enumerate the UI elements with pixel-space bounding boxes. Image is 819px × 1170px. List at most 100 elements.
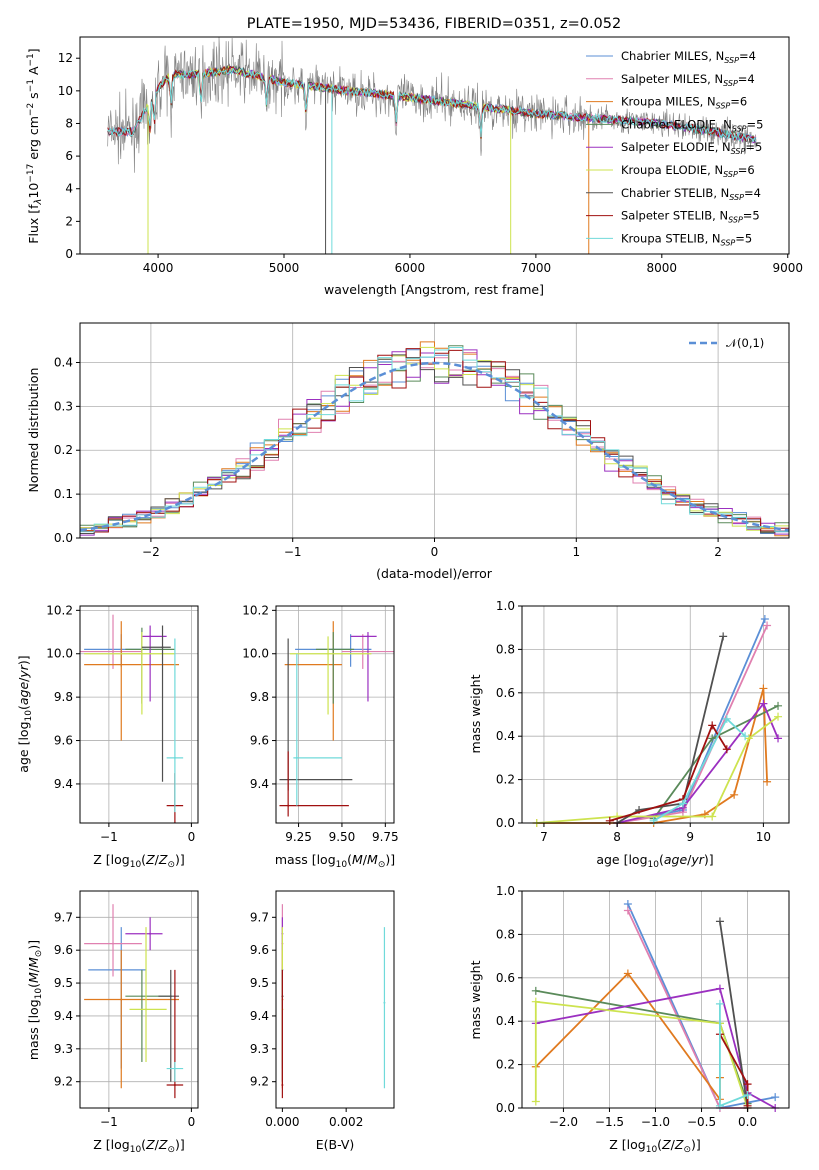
mass_vs_Z-point bbox=[149, 932, 152, 935]
age_vs_Z-point bbox=[173, 756, 176, 759]
massweight_vs_age-x-tick-label: 8 bbox=[613, 830, 621, 844]
mass-vs-Z-ylabel: mass [log10(M/M⊙)] bbox=[26, 940, 44, 1060]
spectrum-plot-frame bbox=[79, 36, 790, 255]
mass_vs_Z-y-tick-label: 9.3 bbox=[54, 1042, 73, 1056]
massweight_vs_age-series-line bbox=[653, 717, 746, 822]
normal-dist-legend-label: 𝒩(0,1) bbox=[726, 336, 764, 350]
massweight_vs_age-plus-marker bbox=[708, 721, 717, 730]
mass_vs_ebv-x-tick-label: 0.000 bbox=[265, 1115, 299, 1129]
mass-vs-ebv-xlabel: E(B-V) bbox=[316, 1137, 355, 1152]
massweight-vs-Z-xlabel: Z [log10(Z/Z⊙)] bbox=[609, 1137, 701, 1155]
mass_vs_ebv-y-tick-label: 9.5 bbox=[250, 976, 269, 990]
age-vs-mass-frame bbox=[275, 605, 395, 824]
mass_vs_Z-y-tick-label: 9.5 bbox=[54, 976, 73, 990]
massweight_vs_age-y-tick-label: 0.0 bbox=[496, 816, 515, 830]
age_vs_mass-x-tick-label: 9.50 bbox=[329, 830, 356, 844]
age-vs-mass-panel: 9.25 9.50 9.75 9.4 9.6 9.8 10.0 10.2 mass [log1… bbox=[242, 603, 398, 870]
spectrum-y-tick-label: 10 bbox=[58, 84, 73, 98]
massweight_vs_Z-y-tick-label: 0.0 bbox=[496, 1101, 515, 1115]
age_vs_mass-y-tick-label: 10.0 bbox=[242, 647, 269, 661]
age_vs_Z-y-tick-label: 10.2 bbox=[46, 603, 73, 617]
mass_vs_ebv-y-tick-label: 9.7 bbox=[250, 910, 269, 924]
massweight_vs_age-plus-marker bbox=[763, 777, 772, 786]
age-vs-mass-xlabel: mass [log10(M/M⊙)] bbox=[275, 852, 395, 870]
massweight_vs_Z-x-tick-label: −2.0 bbox=[549, 1115, 578, 1129]
massweight_vs_age-series-line bbox=[609, 723, 728, 822]
spectrum-x-tick-label: 5000 bbox=[269, 261, 300, 275]
spectrum-y-tick-label: 4 bbox=[65, 182, 73, 196]
residuals-legend: 𝒩(0,1) bbox=[689, 336, 764, 350]
spectrum-x-tick-label: 6000 bbox=[395, 261, 426, 275]
massweight_vs_age-x-tick-label: 10 bbox=[756, 830, 771, 844]
legend-label: Chabrier ELODIE, NSSP=5 bbox=[621, 117, 763, 133]
residuals-y-tick-label: 0.1 bbox=[54, 487, 73, 501]
mass-vs-Z-frame bbox=[79, 890, 199, 1109]
massweight-vs-age-xlabel: age [log10(age/yr)] bbox=[596, 852, 713, 870]
age_vs_mass-y-tick-label: 10.2 bbox=[242, 603, 269, 617]
age-vs-Z-frame bbox=[79, 605, 199, 824]
massweight_vs_age-x-tick-label: 7 bbox=[540, 830, 548, 844]
legend-label: Kroupa STELIB, NSSP=5 bbox=[621, 231, 752, 247]
massweight_vs_Z-plus-marker bbox=[715, 984, 724, 993]
age_vs_mass-point bbox=[366, 635, 369, 638]
residuals-y-tick-label: 0.0 bbox=[54, 531, 73, 545]
age_vs_mass-point bbox=[332, 648, 335, 651]
mass_vs_ebv-y-tick-label: 9.6 bbox=[250, 943, 269, 957]
residual-histogram bbox=[80, 348, 789, 533]
age-vs-Z-panel: −1 0 9.4 9.6 9.8 10.0 10.2 Z [log10(Z/Z⊙)] age… bbox=[16, 603, 199, 870]
residuals-x-tick-label: 2 bbox=[714, 545, 722, 559]
massweight_vs_Z-y-tick-label: 0.4 bbox=[496, 1014, 515, 1028]
spectrum-xlabel: wavelength [Angstrom, rest frame] bbox=[324, 282, 544, 297]
spectrum-y-tick-label: 8 bbox=[65, 116, 73, 130]
massweight_vs_age-plus-marker bbox=[730, 790, 739, 799]
age_vs_Z-point bbox=[112, 650, 115, 653]
massweight-vs-Z-ylabel: mass weight bbox=[468, 960, 483, 1039]
spectrum-x-tick-label: 8000 bbox=[647, 261, 678, 275]
massweight_vs_Z-plus-marker bbox=[623, 906, 632, 915]
age_vs_Z-x-tick-label: 0 bbox=[188, 830, 196, 844]
mass-vs-ebv-frame bbox=[275, 890, 395, 1109]
massweight_vs_age-plus-marker bbox=[678, 799, 687, 808]
mass_vs_ebv-x-tick-label: 0.002 bbox=[329, 1115, 363, 1129]
spectrum-legend: Chabrier MILES, NSSP=4 Salpeter MILES, NS… bbox=[586, 49, 763, 247]
legend-label: Chabrier MILES, NSSP=4 bbox=[621, 49, 756, 65]
massweight_vs_Z-x-tick-label: −1.5 bbox=[595, 1115, 624, 1129]
massweight_vs_Z-series-line bbox=[535, 987, 776, 1109]
massweight_vs_age-series-line bbox=[616, 701, 779, 824]
massweight_vs_age-y-tick-label: 0.8 bbox=[496, 642, 515, 656]
spectrum-y-tick-label: 6 bbox=[65, 149, 73, 163]
figure-title: PLATE=1950, MJD=53436, FIBERID=0351, z=0… bbox=[247, 16, 621, 32]
massweight_vs_age-plus-marker bbox=[759, 684, 768, 693]
legend-label: Chabrier STELIB, NSSP=4 bbox=[621, 186, 761, 202]
mass-vs-ebv-panel: 0.000 0.002 9.2 9.3 9.4 9.5 9.6 9.7 E(B-V) bbox=[250, 890, 395, 1152]
age_vs_mass-point bbox=[295, 756, 298, 759]
age_vs_Z-x-tick-label: −1 bbox=[100, 830, 118, 844]
massweight_vs_age-plus-marker bbox=[741, 732, 750, 741]
residuals-x-tick-label: −2 bbox=[142, 545, 160, 559]
mass_vs_Z-point bbox=[173, 1067, 176, 1070]
massweight_vs_Z-x-tick-label: 0.0 bbox=[738, 1115, 757, 1129]
mass_vs_Z-y-tick-label: 9.4 bbox=[54, 1009, 73, 1023]
age_vs_mass-point bbox=[361, 650, 364, 653]
age_vs_mass-point bbox=[327, 652, 330, 655]
massweight_vs_Z-plus-marker bbox=[771, 1093, 780, 1102]
massweight_vs_Z-y-tick-label: 1.0 bbox=[496, 884, 515, 898]
massweight_vs_age-plus-marker bbox=[760, 615, 769, 624]
normal-dist-curve bbox=[80, 361, 789, 532]
age_vs_mass-y-tick-label: 9.4 bbox=[250, 777, 269, 791]
massweight_vs_Z-plus-marker bbox=[715, 917, 724, 926]
mass_vs_Z-point bbox=[169, 995, 172, 998]
spectrum-y-tick-label: 0 bbox=[65, 247, 73, 261]
massweight_vs_age-y-tick-label: 0.6 bbox=[496, 686, 515, 700]
massweight_vs_age-plus-marker bbox=[759, 699, 768, 708]
age_vs_mass-y-tick-label: 9.8 bbox=[250, 690, 269, 704]
massweight_vs_Z-plus-marker bbox=[623, 969, 632, 978]
massweight_vs_Z-plus-marker bbox=[531, 986, 540, 995]
massweight_vs_Z-x-tick-label: −0.5 bbox=[687, 1115, 716, 1129]
mass_vs_Z-y-tick-label: 9.2 bbox=[54, 1075, 73, 1089]
residuals-ylabel: Normed distribution bbox=[26, 368, 41, 493]
massweight_vs_age-plus-marker bbox=[763, 621, 772, 630]
spectrum-x-tick-label: 7000 bbox=[521, 261, 552, 275]
residual-histogram bbox=[80, 347, 789, 533]
mass_vs_ebv-y-tick-label: 9.2 bbox=[250, 1075, 269, 1089]
